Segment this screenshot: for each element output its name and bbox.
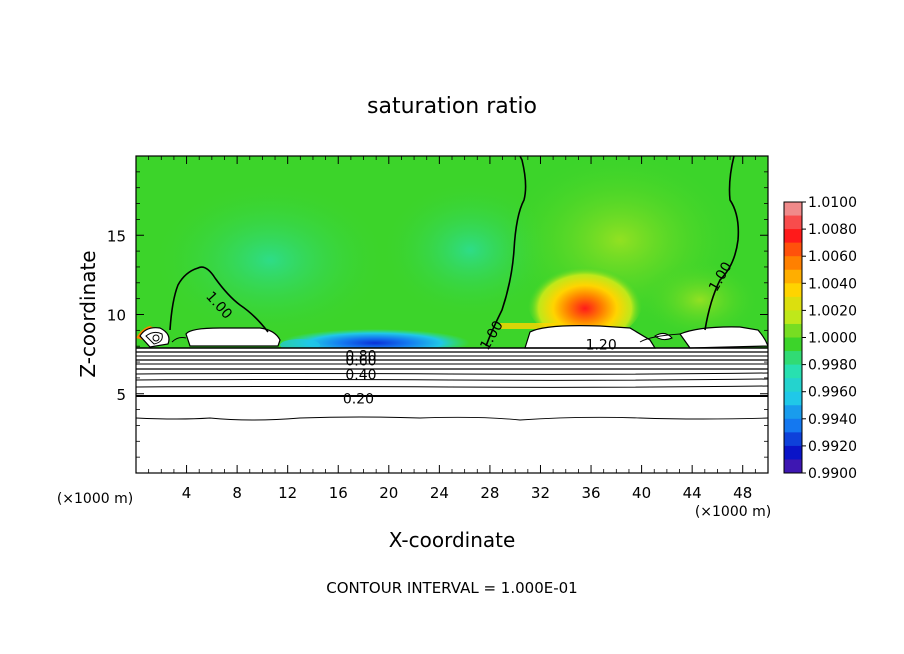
colorbar-subsegment (784, 378, 802, 393)
x-tick-label: 8 (232, 484, 242, 502)
colorbar-tick-label: 0.9940 (808, 412, 857, 428)
y-axis: 5 10 15 (107, 171, 768, 458)
colorbar-subsegment (784, 296, 802, 311)
colorbar-tick-label: 0.9960 (808, 385, 857, 401)
supersaturation-maximum (527, 258, 643, 342)
colorbar-tick-label: 0.9980 (808, 358, 857, 374)
contour-1.00-middle (485, 156, 527, 347)
x-unit-label-right: (×1000 m) (695, 504, 771, 520)
colorbar-subsegment (784, 432, 802, 447)
contour-1.00-right (704, 156, 740, 331)
colorbar-subsegment (784, 215, 802, 230)
colorbar-tick-label: 1.0000 (808, 331, 857, 347)
y-tick-label: 15 (107, 227, 126, 245)
colorbar-tick-label: 1.0040 (808, 276, 857, 292)
colorbar-subsegment (784, 242, 802, 257)
y-axis-label: Z-coordinate (76, 250, 100, 377)
x-tick-label: 44 (683, 484, 702, 502)
x-tick-label: 4 (182, 484, 192, 502)
colorbar-subsegment (784, 405, 802, 420)
x-unit-label-left: (×1000 m) (57, 491, 133, 507)
x-tick-label: 24 (430, 484, 449, 502)
contour-label: 0.80 (345, 349, 376, 365)
contour-label: 1.20 (586, 338, 617, 354)
white-pocket-1 (185, 327, 281, 347)
contour-1.00-left (169, 266, 269, 333)
colorbar-tick-label: 1.0100 (808, 195, 857, 211)
colorbar: 1.0100 1.0080 1.0060 1.0040 1.0020 1.0000 0.99… (783, 195, 857, 482)
y-tick-label: 5 (116, 386, 126, 404)
x-axis: 4 8 12 16 20 24 28 32 36 40 44 48 (148, 156, 756, 502)
x-tick-label: 20 (379, 484, 398, 502)
colorbar-subsegment (784, 269, 802, 284)
light-field-region (150, 180, 390, 340)
colorbar-subsegment (784, 323, 802, 338)
x-tick-label: 32 (531, 484, 550, 502)
x-tick-label: 12 (278, 484, 297, 502)
colorbar-tick-label: 0.9920 (808, 439, 857, 455)
white-pocket-2 (524, 325, 657, 349)
contour-label: 0.60 (345, 353, 376, 369)
x-axis-label: X-coordinate (389, 528, 516, 552)
white-pocket-3 (679, 326, 768, 349)
x-tick-label: 48 (733, 484, 752, 502)
colorbar-tick-label: 1.0020 (808, 303, 857, 319)
x-tick-label: 16 (329, 484, 348, 502)
y-tick-label: 10 (107, 307, 126, 325)
colorbar-tick-label: 0.9900 (808, 466, 857, 482)
lower-region (136, 348, 768, 473)
colorbar-tick-label: 1.0060 (808, 249, 857, 265)
colorbar-tick-label: 1.0080 (808, 222, 857, 238)
warm-field-region-2 (640, 260, 760, 340)
lower-contours (136, 351, 768, 421)
x-tick-label: 28 (480, 484, 499, 502)
colorbar-subsegment (784, 351, 802, 366)
x-tick-label: 36 (581, 484, 600, 502)
contour-label: 0.20 (343, 392, 374, 408)
contour-label: 0.40 (345, 368, 376, 384)
colorbar-subsegment (784, 459, 802, 474)
chart-title: saturation ratio (367, 94, 537, 119)
contour-interval-note: CONTOUR INTERVAL = 1.000E-01 (326, 579, 577, 597)
x-tick-label: 40 (632, 484, 651, 502)
plot-area: 1.001.001.001.200.800.600.400.20 (136, 156, 768, 473)
